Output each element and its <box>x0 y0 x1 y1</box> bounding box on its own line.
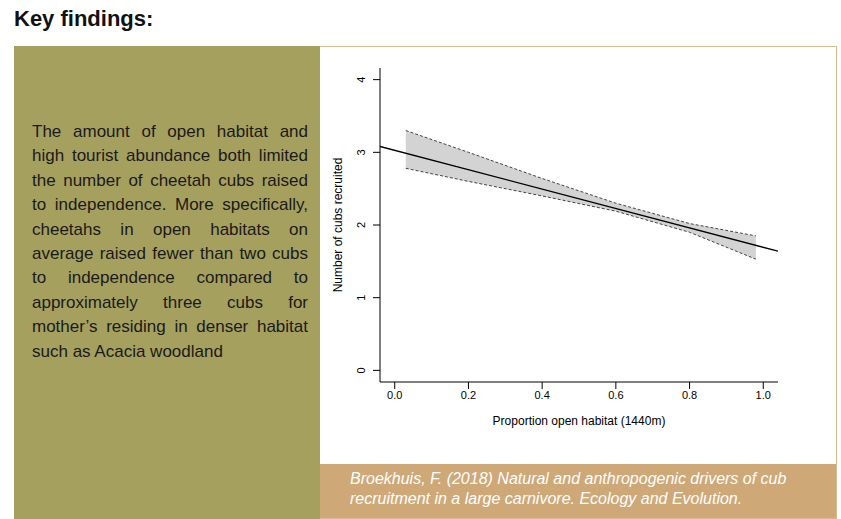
svg-text:0.2: 0.2 <box>461 389 476 401</box>
svg-text:0.0: 0.0 <box>387 389 402 401</box>
svg-text:1: 1 <box>355 295 367 301</box>
html-text:Key findings:: Key findings: <box>14 6 154 31</box>
html-text:Broekhuis, F. (2018) Natural a: Broekhuis, F. (2018) Natural and anthrop… <box>350 470 787 507</box>
svg-text:0: 0 <box>355 367 367 373</box>
svg-text:Proportion open habitat (1440m: Proportion open habitat (1440m) <box>493 414 666 428</box>
svg-text:4: 4 <box>355 77 367 83</box>
svg-text:0.4: 0.4 <box>534 389 549 401</box>
svg-text:3: 3 <box>355 149 367 155</box>
svg-text:2: 2 <box>355 222 367 228</box>
svg-text:Number of cubs recruited: Number of cubs recruited <box>331 158 345 293</box>
svg-text:0.6: 0.6 <box>608 389 623 401</box>
svg-text:0.8: 0.8 <box>682 389 697 401</box>
html-text:The amount of open habitat and: The amount of open habitat and high tour… <box>32 122 308 361</box>
svg-text:1.0: 1.0 <box>756 389 771 401</box>
